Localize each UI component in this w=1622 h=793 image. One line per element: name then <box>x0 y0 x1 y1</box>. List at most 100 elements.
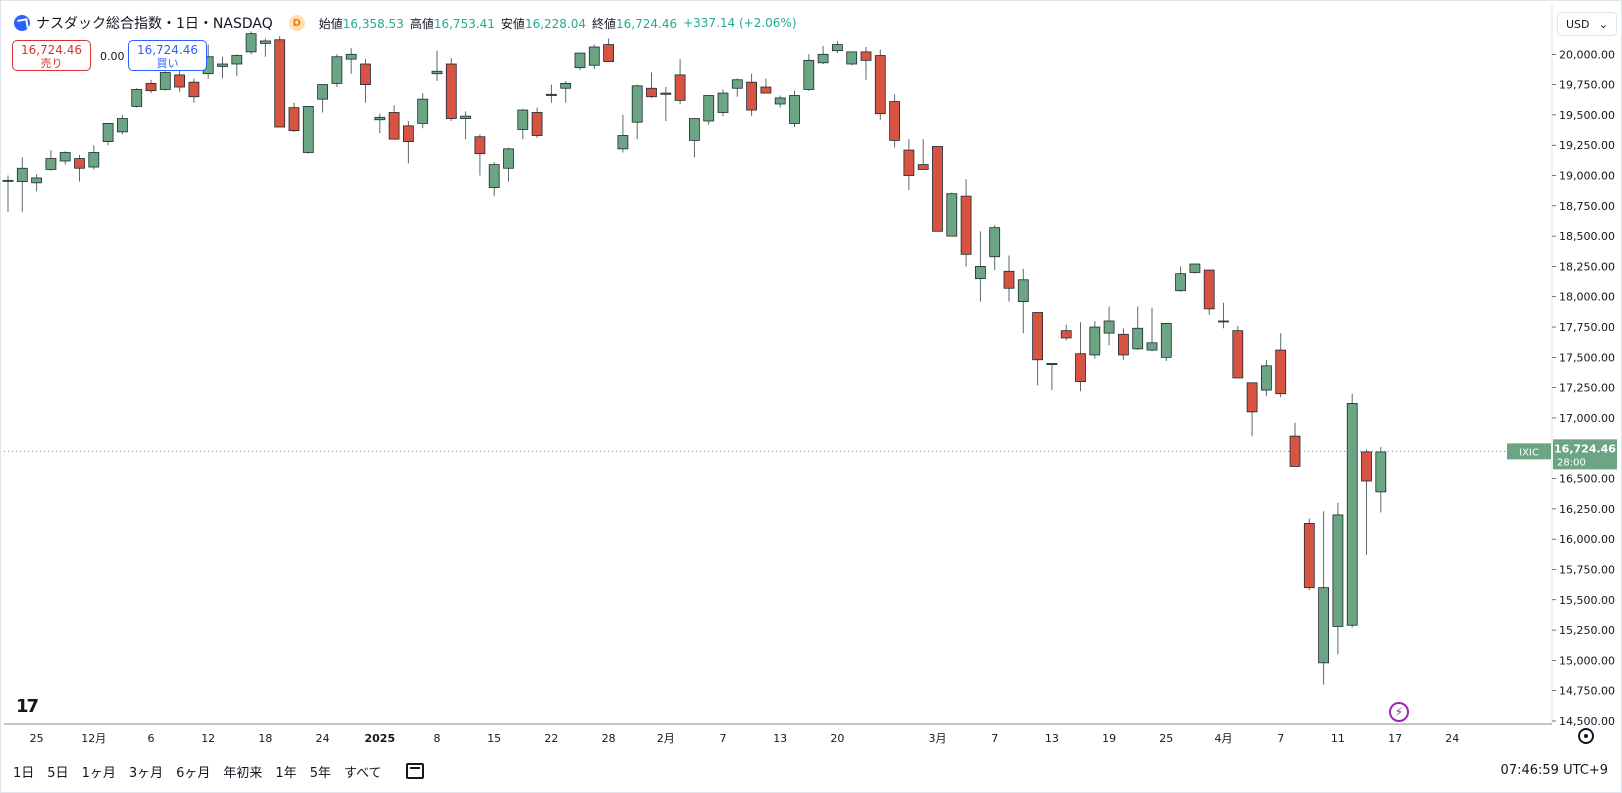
candle-body-up <box>1089 326 1101 356</box>
x-tick-label: 20 <box>830 732 844 745</box>
candle <box>674 59 686 105</box>
candle <box>431 50 443 81</box>
lightning-icon[interactable]: ⚡ <box>1389 702 1409 722</box>
candle <box>159 71 171 91</box>
candle <box>1032 312 1043 386</box>
candle <box>345 48 357 74</box>
candle-body-up <box>102 122 114 142</box>
y-tick-label: 18,250.00 <box>1559 260 1615 273</box>
candle-body-up <box>1160 323 1172 358</box>
candle-body-down <box>174 74 186 88</box>
x-tick-label: 24 <box>1445 732 1459 745</box>
candle <box>846 51 858 66</box>
candle <box>1203 269 1215 315</box>
candle <box>1160 323 1172 361</box>
x-tick-label: 8 <box>434 732 441 745</box>
candle <box>31 174 43 192</box>
x-tick-label: 6 <box>148 732 155 745</box>
x-tick-label: 7 <box>991 732 998 745</box>
range-1d[interactable]: 1日 <box>13 765 35 781</box>
candle <box>731 78 743 97</box>
candle-body-up <box>689 118 700 141</box>
candle <box>760 78 772 94</box>
calendar-icon[interactable] <box>405 763 424 779</box>
candle <box>1261 359 1272 397</box>
candle-body-up <box>345 53 357 60</box>
buy-button[interactable]: 16,724.46 買い <box>128 40 207 71</box>
x-tick-label: 13 <box>1045 732 1059 745</box>
candle <box>1132 306 1144 351</box>
candle <box>917 139 929 170</box>
candle <box>574 52 586 71</box>
range-1y[interactable]: 1年 <box>275 765 297 781</box>
candle <box>1332 502 1344 655</box>
candle-body-up <box>803 59 815 90</box>
gear-icon[interactable] <box>1578 728 1594 744</box>
range-ytd[interactable]: 年初来 <box>223 765 263 781</box>
candle-body-up <box>817 53 829 64</box>
candle-body-up <box>131 89 143 107</box>
candle-body-down <box>1275 349 1287 395</box>
candle-body-down <box>646 87 657 98</box>
candle <box>1060 324 1072 341</box>
candle-body-down <box>531 112 543 136</box>
currency-select[interactable]: USD ⌄ <box>1557 12 1617 36</box>
range-3m[interactable]: 3ヶ月 <box>128 765 164 781</box>
range-6m[interactable]: 6ヶ月 <box>176 765 211 781</box>
candle <box>975 231 986 302</box>
x-tick-label: 12 <box>201 732 215 745</box>
y-tick-label: 18,000.00 <box>1559 291 1615 304</box>
range-5d[interactable]: 5日 <box>47 765 69 781</box>
candle <box>646 72 657 98</box>
candle-body-down <box>1118 333 1129 356</box>
y-tick-label: 15,000.00 <box>1559 654 1615 667</box>
candle-body-up <box>731 79 743 89</box>
candle-body-up <box>1346 403 1358 626</box>
candle-body-up <box>789 95 800 124</box>
candle <box>231 54 243 77</box>
range-all[interactable]: すべて <box>343 765 382 781</box>
candle <box>1075 322 1086 392</box>
candle-body-up <box>374 116 386 121</box>
candle-body-down <box>1361 451 1372 482</box>
candle <box>45 150 57 171</box>
y-tick-label: 16,500.00 <box>1559 473 1615 486</box>
candle-body-up <box>574 52 586 69</box>
candle <box>1218 302 1229 329</box>
candle <box>1303 518 1315 591</box>
candle-body-down <box>1303 523 1315 589</box>
candle-body-down <box>960 195 972 255</box>
candle <box>59 151 71 165</box>
clock[interactable]: 07:46:59 UTC+9 <box>1500 763 1608 778</box>
candle-body-down <box>74 158 85 169</box>
candle-body-down <box>746 81 757 111</box>
candle-body-up <box>159 72 171 90</box>
candle <box>74 154 85 182</box>
candle <box>145 79 157 94</box>
candle <box>946 192 958 237</box>
candle <box>1103 306 1115 346</box>
y-tick-label: 18,750.00 <box>1559 200 1615 213</box>
candle-body-down <box>402 125 414 142</box>
range-1m[interactable]: 1ヶ月 <box>81 765 116 781</box>
y-tick-label: 14,500.00 <box>1559 715 1615 728</box>
range-5y[interactable]: 5年 <box>309 765 331 781</box>
tradingview-logo[interactable]: 17 <box>16 696 39 717</box>
symbol-title[interactable]: ナスダック総合指数・1日・NASDAQ <box>36 16 273 32</box>
candle-body-up <box>1046 363 1058 366</box>
candle <box>188 78 200 103</box>
y-tick-label: 16,250.00 <box>1559 503 1615 516</box>
x-tick-label: 12月 <box>81 732 106 745</box>
candle <box>546 84 557 103</box>
x-tick-label: 7 <box>720 732 727 745</box>
candle-body-up <box>1103 320 1115 334</box>
ohlc-open: 始値16,358.53 <box>318 16 404 31</box>
candle <box>860 47 872 80</box>
ohlc-low: 安値16,228.04 <box>500 16 587 31</box>
candle <box>774 95 786 108</box>
sell-button[interactable]: 16,724.46 売り <box>12 40 91 71</box>
ohlc-close: 終値16,724.46 <box>592 16 678 31</box>
candle <box>1189 263 1201 274</box>
candle-body-up <box>16 167 28 182</box>
